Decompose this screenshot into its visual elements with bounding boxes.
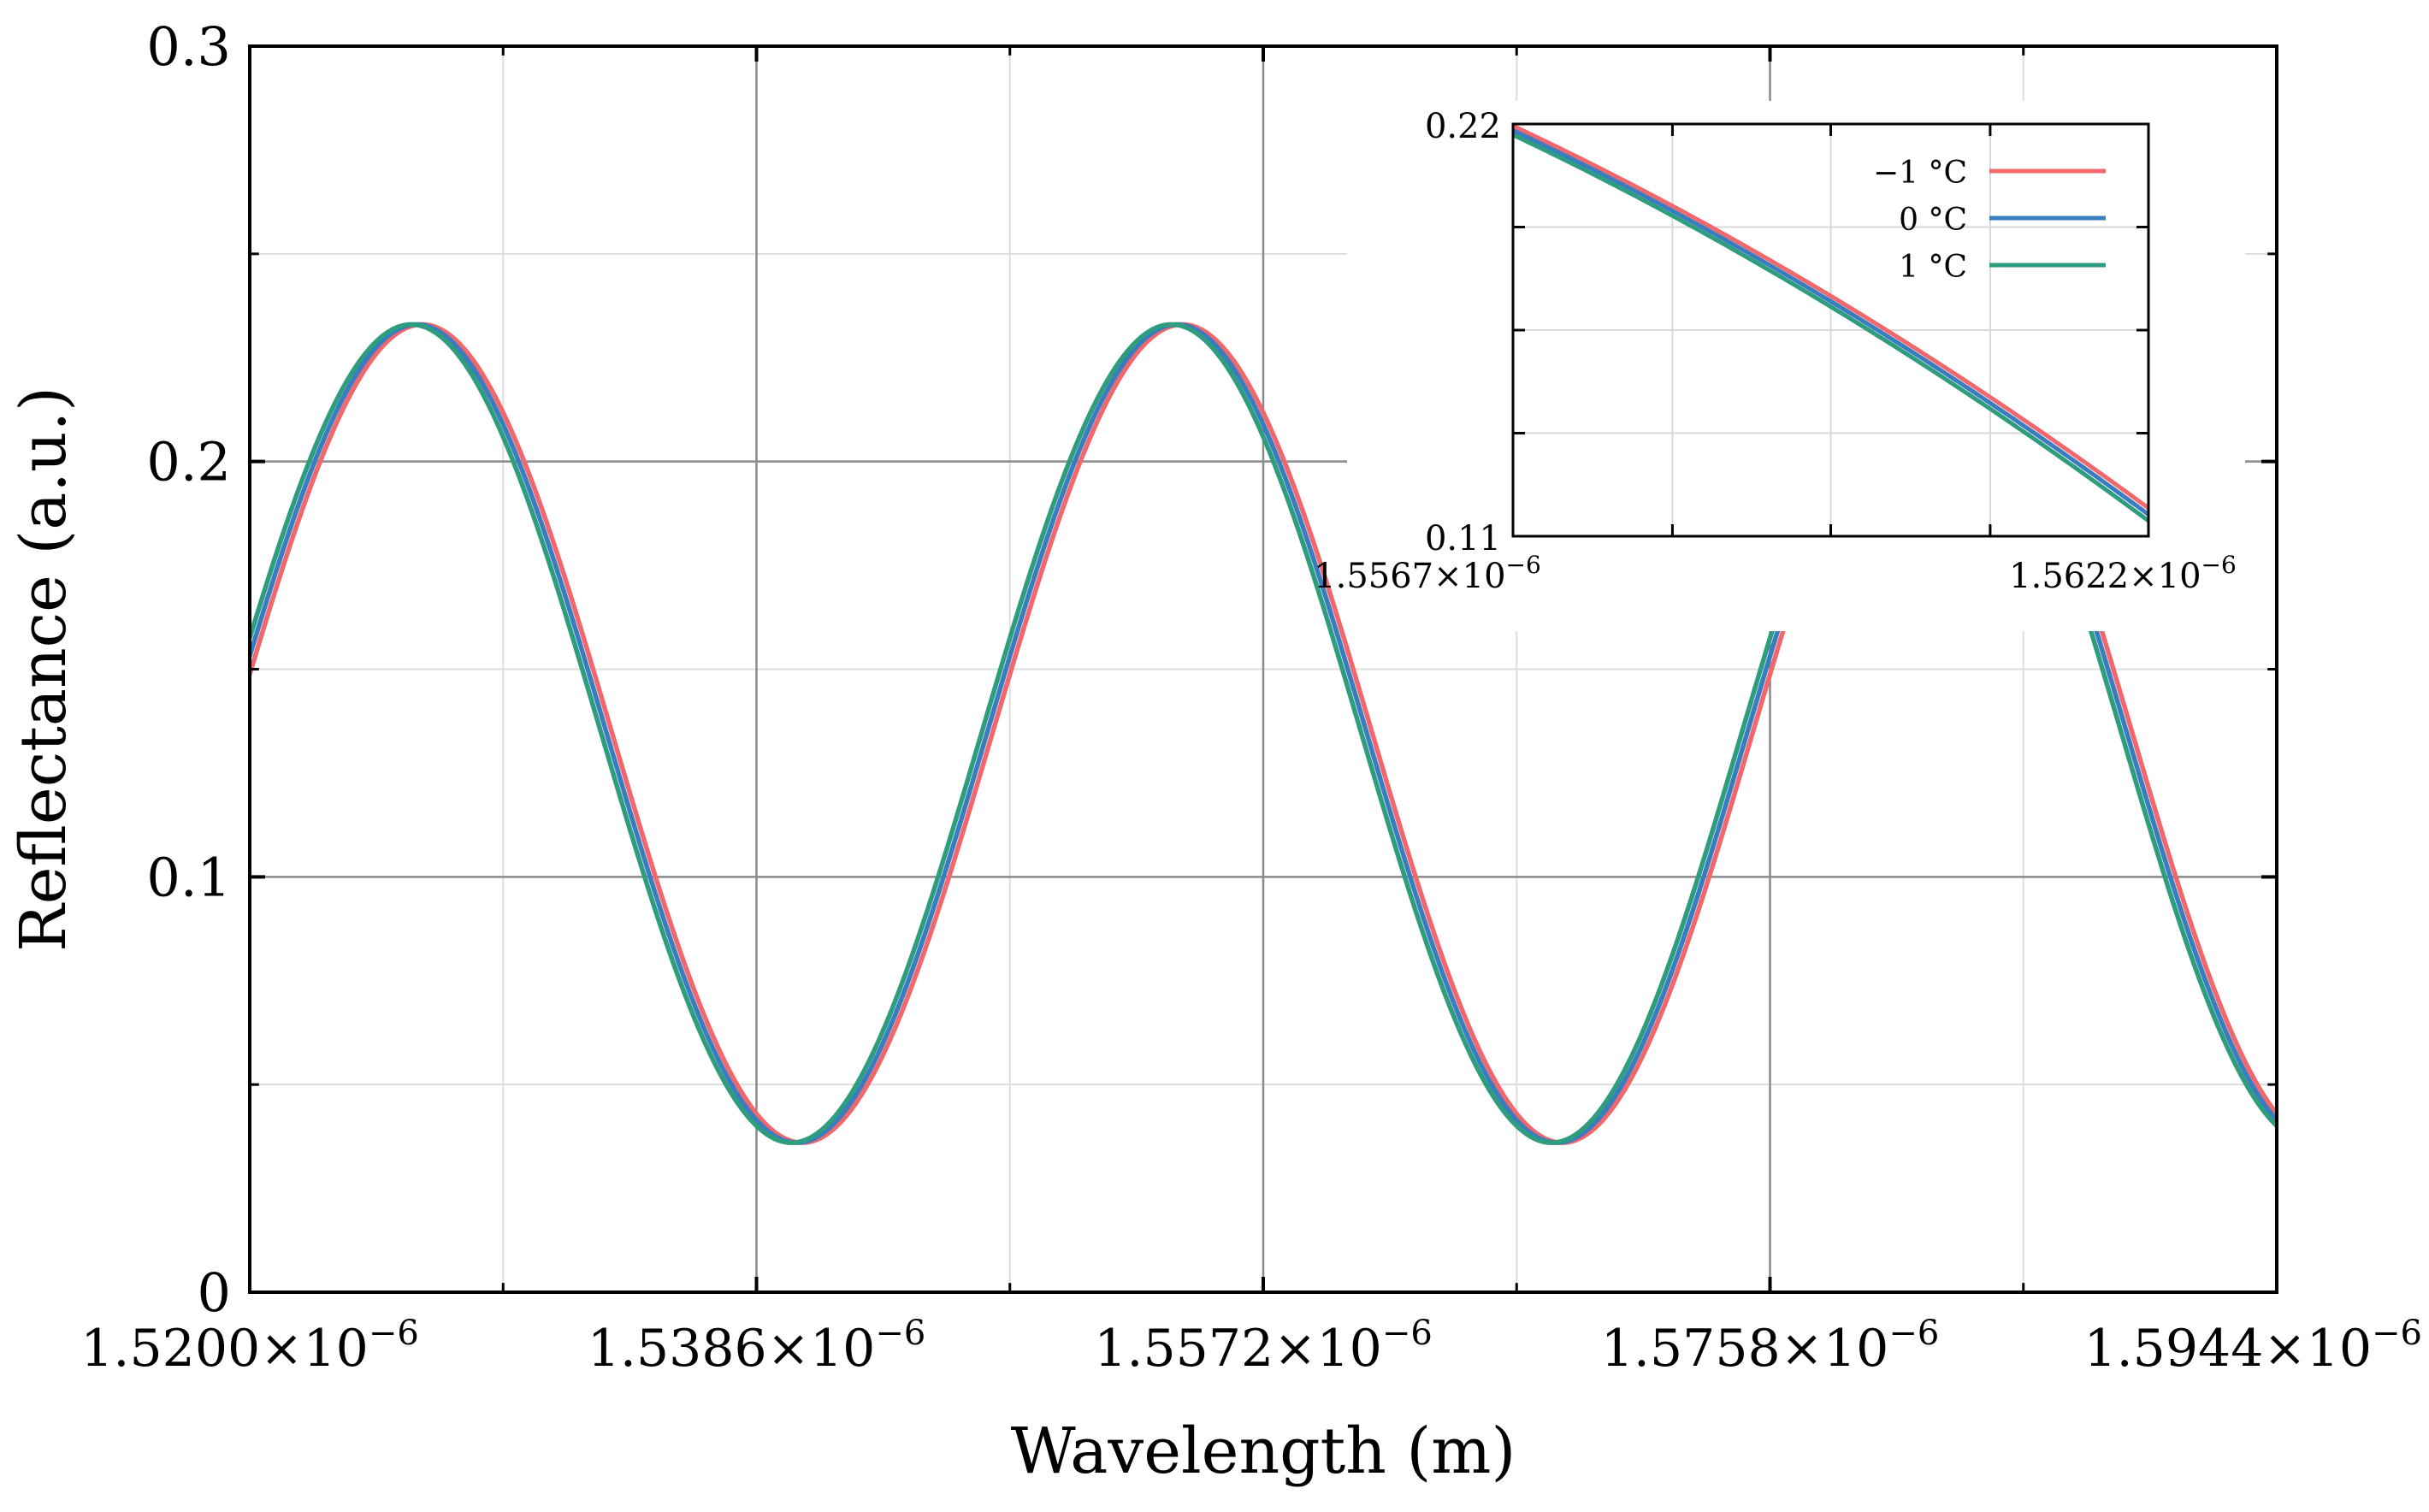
legend: −1 °C 0 °C 1 °C (1873, 156, 2106, 285)
inset-tick-labels: 0.220.111.5567×10−6 1.5622×10−6 (1314, 107, 2237, 596)
x-tick-label-4-exponent: −6 (2372, 1314, 2422, 1353)
x-tick-label-2-base: 10 (1316, 1319, 1381, 1379)
x-tick-label-1-exponent: −6 (875, 1314, 925, 1353)
inset-background (1347, 101, 2245, 631)
inset-series-line-2 (1513, 133, 2148, 523)
x-tick-label-2-times: × (1274, 1319, 1316, 1379)
inset-x-tick-label-1: 1.5622×10−6 (2009, 551, 2237, 596)
inset-x-tick-label-0: 1.5567×10−6 (1314, 551, 1541, 596)
inset-x-tick-label-1-base: 10 (2158, 557, 2201, 596)
inset-x-tick-label-0-exponent: −6 (1506, 551, 1541, 579)
inset-x-tick-label-0-times: × (1433, 557, 1463, 596)
x-tick-label-4: 1.5944×10−6 (2083, 1314, 2422, 1379)
legend-label-2: 1 °C (1899, 250, 1967, 285)
inset-zoom-panel: 0.220.111.5567×10−6 1.5622×10−6 −1 °C0 °C… (1314, 101, 2245, 631)
x-tick-label-0-exponent: −6 (369, 1314, 419, 1353)
x-axis-title: Wavelength (m) (1011, 1415, 1516, 1488)
x-tick-label-1: 1.5386×10−6 (588, 1314, 926, 1379)
x-tick-label-2: 1.5572×10−6 (1094, 1314, 1433, 1379)
x-tick-label-2-exponent: −6 (1382, 1314, 1433, 1353)
inset-y-tick-label-0: 0.22 (1425, 107, 1501, 146)
inset-series-line-0 (1513, 124, 2148, 511)
x-tick-label-1-times: × (767, 1319, 810, 1379)
inset-y-tick-label-1: 0.11 (1425, 519, 1501, 558)
x-tick-label-2-mantissa: 1.5572 (1094, 1319, 1274, 1379)
y-tick-label-3: 0.3 (146, 15, 231, 78)
x-tick-label-3: 1.5758×10−6 (1601, 1314, 1940, 1379)
x-tick-label-4-base: 10 (2307, 1319, 2372, 1379)
inset-x-tick-label-1-exponent: −6 (2201, 551, 2237, 579)
y-tick-label-1: 0.1 (146, 846, 231, 908)
x-tick-label-3-exponent: −6 (1888, 1314, 1939, 1353)
inset-x-tick-label-1-times: × (2129, 557, 2158, 596)
x-tick-label-1-base: 10 (810, 1319, 875, 1379)
x-tick-label-0: 1.5200×10−6 (80, 1314, 419, 1379)
x-tick-label-1-mantissa: 1.5386 (588, 1319, 767, 1379)
main-tick-labels: 00.10.20.31.5200×10−6 1.5386×10−6 1.5572×1… (80, 15, 2422, 1379)
inset-series-line-1 (1513, 128, 2148, 517)
inset-series-lines (1513, 124, 2148, 523)
inset-grid (1513, 124, 2148, 536)
y-tick-label-0: 0 (198, 1261, 231, 1324)
inset-axis-ticks (1513, 124, 2148, 536)
main-axis-ticks (248, 44, 2278, 1294)
x-tick-label-0-mantissa: 1.5200 (80, 1319, 260, 1379)
x-tick-label-0-times: × (260, 1319, 303, 1379)
x-tick-label-4-times: × (2263, 1319, 2306, 1379)
legend-label-1: 0 °C (1899, 203, 1967, 238)
x-tick-label-3-mantissa: 1.5758 (1601, 1319, 1781, 1379)
x-tick-label-4-mantissa: 1.5944 (2083, 1319, 2263, 1379)
legend-label-0: −1 °C (1873, 156, 1967, 191)
inset-x-tick-label-0-base: 10 (1463, 557, 1506, 596)
x-tick-label-0-base: 10 (303, 1319, 368, 1379)
y-tick-label-2: 0.2 (146, 431, 231, 493)
inset-x-tick-label-1-mantissa: 1.5622 (2009, 557, 2129, 596)
x-tick-label-3-base: 10 (1823, 1319, 1888, 1379)
inset-x-tick-label-0-mantissa: 1.5567 (1314, 557, 1433, 596)
x-tick-label-3-times: × (1781, 1319, 1823, 1379)
y-axis-title: Reflectance (a.u.) (7, 387, 80, 952)
